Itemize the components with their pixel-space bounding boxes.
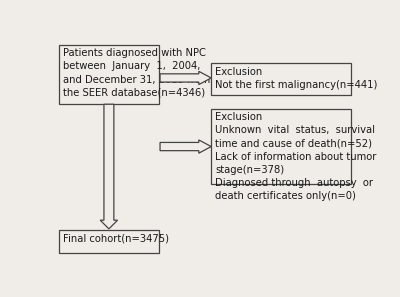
FancyBboxPatch shape	[59, 230, 158, 253]
Polygon shape	[100, 104, 118, 229]
Text: Final cohort(n=3475): Final cohort(n=3475)	[63, 233, 169, 244]
Text: Exclusion
Unknown  vital  status,  survival
time and cause of death(n=52)
Lack o: Exclusion Unknown vital status, survival…	[215, 112, 377, 201]
Text: Patients diagnosed with NPC
between  January  1,  2004,
and December 31, 2015 fr: Patients diagnosed with NPC between Janu…	[63, 48, 210, 98]
FancyBboxPatch shape	[211, 109, 351, 184]
Text: Exclusion
Not the first malignancy(n=441): Exclusion Not the first malignancy(n=441…	[215, 67, 378, 90]
Polygon shape	[160, 140, 211, 153]
FancyBboxPatch shape	[59, 45, 158, 104]
Polygon shape	[160, 71, 211, 85]
FancyBboxPatch shape	[211, 63, 351, 95]
